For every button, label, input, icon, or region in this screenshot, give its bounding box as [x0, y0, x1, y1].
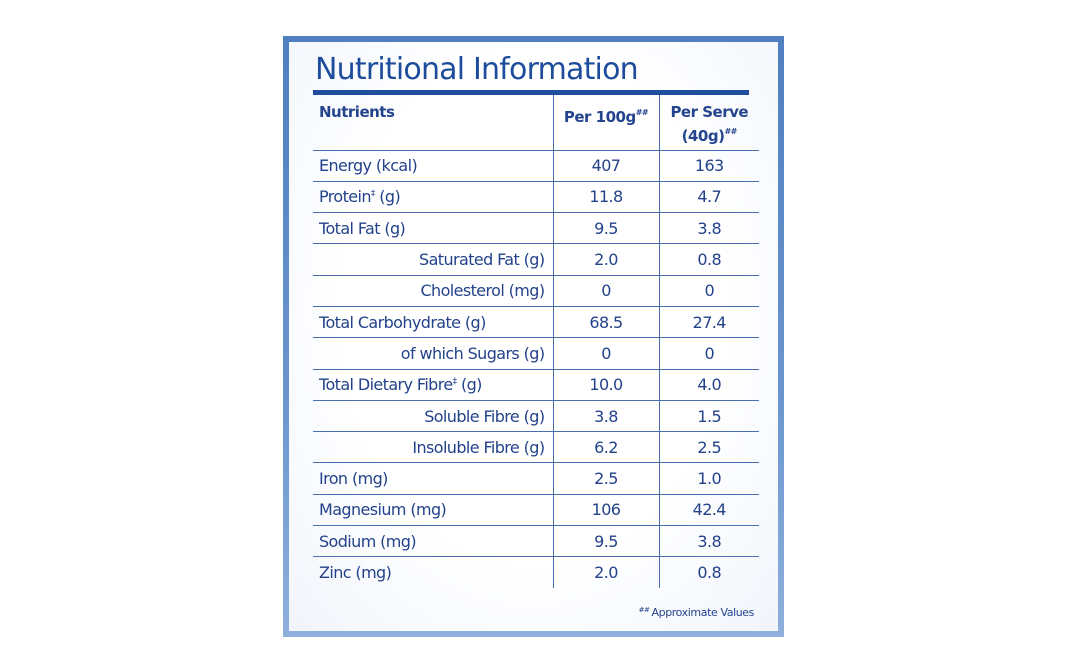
- per-100g-value: 2.0: [552, 243, 659, 276]
- per-serve-value: 0.8: [658, 556, 759, 589]
- table-row: Soluble Fibre (g) 3.8 1.5: [313, 400, 759, 433]
- nutrient-name: Energy (kcal): [313, 150, 553, 182]
- double-dagger-mark: ‡: [452, 377, 457, 388]
- nutrient-unit: (g): [374, 187, 401, 207]
- per-serve-value: 0: [658, 337, 759, 370]
- per-serve-value: 3.8: [658, 212, 759, 245]
- per-100g-value: 106: [552, 494, 659, 527]
- nutrient-name-sub: Soluble Fibre (g): [313, 400, 553, 433]
- nutrient-name-sub: Saturated Fat (g): [313, 243, 553, 276]
- label-frame: Nutritional Information Nutrients Per 10…: [283, 36, 784, 637]
- col-header-per-serve-label: Per Serve: [670, 103, 749, 121]
- per-serve-value: 4.7: [658, 181, 759, 214]
- nutrient-name: Protein‡ (g): [313, 181, 553, 214]
- per-100g-value: 0: [552, 275, 659, 307]
- nutrient-unit: (g): [456, 375, 482, 395]
- per-100g-value: 407: [552, 150, 659, 182]
- per-serve-value: 4.0: [658, 369, 759, 401]
- col-header-per-100g-label: Per 100g: [563, 108, 636, 126]
- nutrient-name: Total Carbohydrate (g): [313, 306, 553, 339]
- per-serve-value: 1.0: [658, 462, 759, 495]
- table-row: Total Fat (g) 9.5 3.8: [313, 212, 759, 245]
- per-serve-value: 42.4: [658, 494, 759, 527]
- nutrient-name-sub: of which Sugars (g): [313, 337, 553, 370]
- table-row: Saturated Fat (g) 2.0 0.8: [313, 243, 759, 276]
- nutrient-name-sub: Insoluble Fibre (g): [313, 431, 553, 464]
- table-row: Zinc (mg) 2.0 0.8: [313, 556, 759, 589]
- per-100g-value: 3.8: [552, 400, 659, 433]
- table-row: Energy (kcal) 407 163: [313, 150, 759, 182]
- table-row: Total Carbohydrate (g) 68.5 27.4: [313, 306, 759, 339]
- nutrient-label: Protein: [319, 187, 371, 207]
- nutrient-label: Total Dietary Fibre: [319, 375, 453, 395]
- table-row: Protein‡ (g) 11.8 4.7: [313, 181, 759, 214]
- approx-mark: ##: [724, 127, 737, 136]
- nutrient-name: Zinc (mg): [319, 563, 392, 583]
- footnote: ## Approximate Values: [638, 606, 755, 619]
- panel-title: Nutritional Information: [315, 52, 639, 87]
- approx-mark: ##: [635, 108, 649, 117]
- header-row: Nutrients Per 100g## Per Serve (40g)##: [313, 95, 759, 151]
- col-header-nutrients: Nutrients: [313, 95, 553, 151]
- per-100g-value: 2.0: [552, 556, 659, 589]
- title-underline: [313, 90, 749, 95]
- table-row: Magnesium (mg) 106 42.4: [313, 494, 759, 527]
- nutrient-name-sub: Cholesterol (mg): [313, 275, 553, 307]
- table-row: Cholesterol (mg) 0 0: [313, 275, 759, 307]
- nutrition-table: Nutrients Per 100g## Per Serve (40g)## En…: [313, 95, 759, 589]
- per-serve-value: 27.4: [658, 306, 759, 339]
- footnote-mark: ##: [638, 606, 650, 614]
- per-100g-value: 11.8: [552, 181, 659, 214]
- double-dagger-mark: ‡: [370, 189, 375, 200]
- nutrient-name: Magnesium (mg): [313, 494, 553, 527]
- per-100g-value: 6.2: [552, 431, 659, 464]
- table-row: of which Sugars (g) 0 0: [313, 337, 759, 370]
- nutrition-panel: Nutritional Information Nutrients Per 10…: [289, 42, 778, 631]
- per-100g-value: 10.0: [552, 369, 659, 401]
- per-serve-value: 0: [658, 275, 759, 307]
- per-serve-value: 2.5: [658, 431, 759, 464]
- col-header-per-100g: Per 100g##: [552, 95, 659, 151]
- table-row: Insoluble Fibre (g) 6.2 2.5: [313, 431, 759, 464]
- nutrient-name: Total Dietary Fibre‡ (g): [313, 369, 553, 401]
- per-serve-value: 0.8: [658, 243, 759, 276]
- nutrient-name: Total Fat (g): [313, 212, 553, 245]
- col-header-per-serve: Per Serve (40g)##: [658, 95, 759, 151]
- col-header-per-serve-size: (40g): [681, 127, 725, 145]
- table-row: Sodium (mg) 9.5 3.8: [313, 525, 759, 558]
- table-row: Iron (mg) 2.5 1.0: [313, 462, 759, 495]
- per-100g-value: 9.5: [552, 525, 659, 558]
- per-serve-value: 1.5: [658, 400, 759, 433]
- nutrient-name: Iron (mg): [313, 462, 553, 495]
- footnote-text: Approximate Values: [651, 606, 755, 619]
- nutrient-name: Sodium (mg): [313, 525, 553, 558]
- table-row: Total Dietary Fibre‡ (g) 10.0 4.0: [313, 369, 759, 401]
- per-serve-value: 163: [658, 150, 759, 182]
- per-100g-value: 9.5: [552, 212, 659, 245]
- per-100g-value: 0: [552, 337, 659, 370]
- per-100g-value: 68.5: [552, 306, 659, 339]
- col-header-nutrients-label: Nutrients: [319, 103, 395, 121]
- per-serve-value: 3.8: [658, 525, 759, 558]
- per-100g-value: 2.5: [552, 462, 659, 495]
